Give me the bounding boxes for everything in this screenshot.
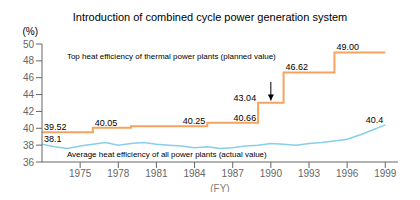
svg-text:40: 40 xyxy=(23,123,35,134)
svg-text:46: 46 xyxy=(23,72,35,83)
svg-text:1984: 1984 xyxy=(183,168,206,179)
svg-text:39.52: 39.52 xyxy=(44,122,67,132)
svg-text:40.05: 40.05 xyxy=(95,118,118,128)
svg-text:44: 44 xyxy=(23,89,35,100)
svg-text:40.66: 40.66 xyxy=(234,113,257,123)
svg-text:38: 38 xyxy=(23,140,35,151)
svg-text:46.62: 46.62 xyxy=(286,62,309,72)
svg-text:1981: 1981 xyxy=(145,168,168,179)
svg-text:50: 50 xyxy=(23,39,35,50)
svg-text:42: 42 xyxy=(23,106,35,117)
svg-text:1990: 1990 xyxy=(260,168,283,179)
svg-text:(FY): (FY) xyxy=(210,183,229,192)
svg-text:Top heat efficiency of thermal: Top heat efficiency of thermal power pla… xyxy=(67,52,276,61)
svg-text:1993: 1993 xyxy=(298,168,321,179)
svg-text:36: 36 xyxy=(23,157,35,168)
svg-text:1999: 1999 xyxy=(374,168,397,179)
svg-text:1996: 1996 xyxy=(336,168,359,179)
svg-text:40.4: 40.4 xyxy=(366,115,384,125)
svg-text:48: 48 xyxy=(23,55,35,66)
svg-text:40.25: 40.25 xyxy=(183,116,206,126)
svg-text:1975: 1975 xyxy=(69,168,92,179)
svg-text:38.1: 38.1 xyxy=(44,134,62,144)
svg-text:43.04: 43.04 xyxy=(234,93,257,103)
svg-text:Average heat efficiency of all: Average heat efficiency of all power pla… xyxy=(67,150,267,159)
svg-text:1978: 1978 xyxy=(107,168,130,179)
svg-text:49.00: 49.00 xyxy=(336,42,359,52)
svg-text:1987: 1987 xyxy=(222,168,245,179)
svg-text:(%): (%) xyxy=(22,26,38,37)
html-text:Introduction of combined cycle: Introduction of combined cycle power gen… xyxy=(72,11,348,23)
